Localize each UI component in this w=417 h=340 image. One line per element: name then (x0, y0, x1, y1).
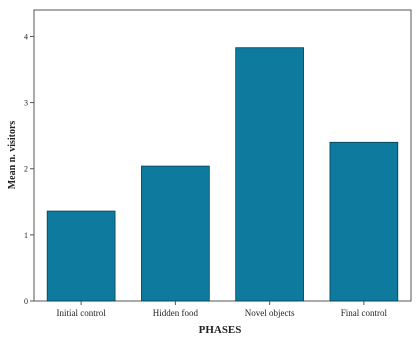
bar-final-control (329, 141, 399, 302)
y-tick-label: 2 (24, 165, 28, 174)
x-category-label: Hidden food (153, 308, 199, 318)
y-tick-label: 1 (24, 231, 28, 240)
x-category-label: Initial control (57, 308, 107, 318)
y-axis-title: Mean n. visitors (7, 121, 18, 190)
bars-group (46, 47, 399, 302)
x-axis-labels: Initial control Hidden food Novel objects F… (57, 301, 388, 318)
y-tick-label: 3 (24, 99, 28, 108)
bar-initial-control (46, 210, 116, 302)
y-axis-ticks: 0 1 2 3 4 (24, 32, 34, 306)
x-category-label: Novel objects (245, 308, 295, 318)
x-axis-title: PHASES (199, 324, 242, 336)
y-tick-label: 4 (24, 32, 28, 41)
bar-novel-objects (235, 47, 304, 302)
y-tick-label: 0 (24, 297, 28, 306)
x-category-label: Final control (341, 308, 388, 318)
bar-hidden-food (141, 165, 210, 302)
